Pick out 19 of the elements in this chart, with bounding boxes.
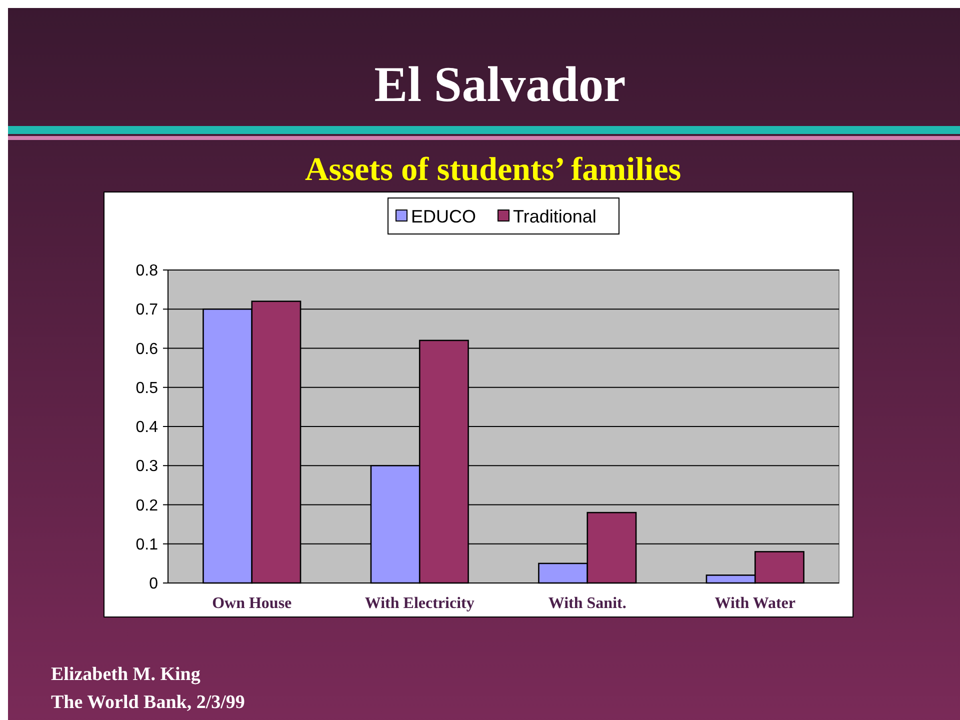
y-tick-label: 0.2 xyxy=(136,497,158,514)
y-tick-label: 0.3 xyxy=(136,458,158,476)
y-tick-label: 0.4 xyxy=(136,419,158,436)
text: Elizabeth M. King xyxy=(51,664,201,685)
y-tick-label: 0.5 xyxy=(136,380,158,397)
legend-label: Traditional xyxy=(513,206,596,226)
chart-subtitle: Assets of students’ families xyxy=(304,152,682,188)
x-tick-label: With Electricity xyxy=(364,595,474,612)
text: The World Bank, 2/3/99 xyxy=(51,692,245,713)
x-tick-label: With Water xyxy=(714,595,796,612)
y-tick-label: 0 xyxy=(149,576,158,593)
x-tick-label: Own House xyxy=(212,595,292,612)
y-tick-label: 0.1 xyxy=(136,536,158,554)
y-tick-label: 0.8 xyxy=(136,262,158,280)
legend-label: EDUCO xyxy=(411,206,476,226)
x-tick-label: With Sanit. xyxy=(548,595,626,612)
y-tick-label: 0.6 xyxy=(136,340,158,358)
y-tick-label: 0.7 xyxy=(136,302,158,319)
chart-title: El Salvador xyxy=(374,56,626,112)
